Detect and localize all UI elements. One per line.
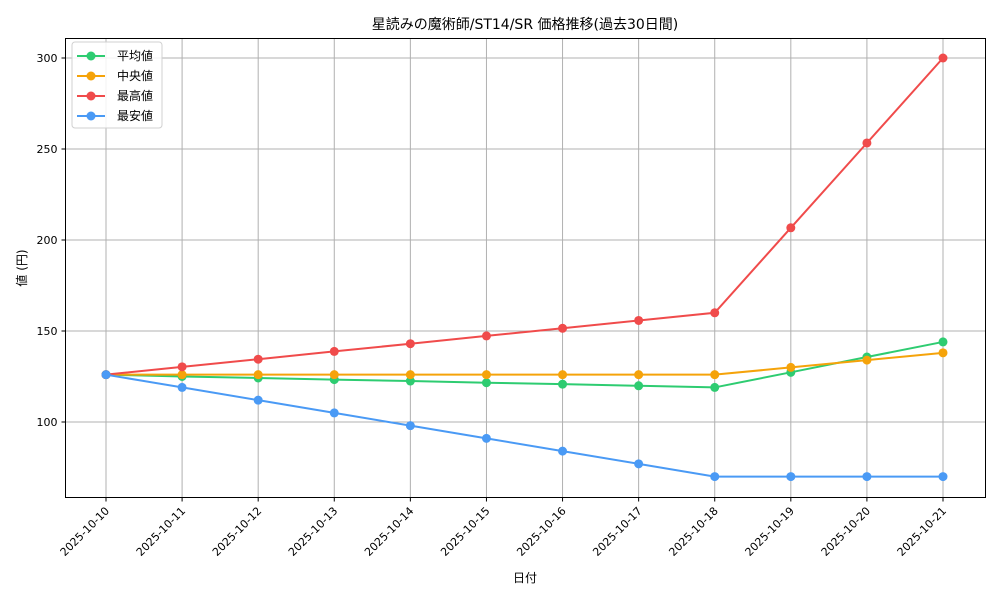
- x-tick-label: 2025-10-13: [286, 504, 340, 558]
- x-tick-label: 2025-10-16: [514, 504, 568, 558]
- series-line: [105, 373, 943, 478]
- data-point: [253, 395, 263, 405]
- x-tick-label: 2025-10-20: [819, 504, 873, 558]
- legend-marker-icon: [86, 111, 96, 121]
- data-point: [481, 331, 491, 341]
- data-point: [786, 223, 796, 233]
- x-axis-label: 日付: [513, 571, 537, 585]
- data-point: [177, 370, 187, 380]
- legend-item: 中央値: [77, 68, 153, 83]
- data-point: [786, 362, 796, 372]
- data-point: [710, 382, 720, 392]
- series-2: [101, 53, 948, 380]
- data-point: [710, 370, 720, 380]
- data-point: [938, 472, 948, 482]
- series-layer: [101, 53, 948, 482]
- series-line: [106, 351, 944, 376]
- data-point: [634, 459, 644, 469]
- legend-box: [71, 41, 163, 129]
- x-tick-label: 2025-10-17: [590, 504, 644, 558]
- x-axis: 2025-10-10 2025-10-11 2025-10-12 2025-10-13…: [58, 497, 949, 559]
- data-point: [862, 138, 872, 148]
- data-point: [938, 348, 948, 358]
- x-tick-label: 2025-10-19: [743, 504, 797, 558]
- y-tick-label: 100: [37, 416, 58, 429]
- data-point: [558, 323, 568, 333]
- data-point: [481, 378, 491, 388]
- plot-frame: [65, 38, 986, 498]
- series-1: [101, 348, 948, 380]
- series-line: [105, 340, 944, 389]
- data-point: [253, 354, 263, 364]
- x-tick-label: 2025-10-12: [210, 504, 264, 558]
- x-tick-label: 2025-10-10: [58, 504, 112, 558]
- legend-label: 中央値: [117, 68, 153, 83]
- legend-label: 最安値: [117, 108, 153, 123]
- y-tick-label: 300: [37, 52, 58, 65]
- data-point: [558, 379, 568, 389]
- data-point: [405, 370, 415, 380]
- data-point: [177, 382, 187, 392]
- data-point: [329, 408, 339, 418]
- data-point: [710, 472, 720, 482]
- y-tick-label: 200: [37, 234, 58, 247]
- data-point: [634, 315, 644, 325]
- data-point: [862, 472, 872, 482]
- data-point: [101, 370, 111, 380]
- data-point: [329, 370, 339, 380]
- data-point: [786, 472, 796, 482]
- data-point: [862, 355, 872, 365]
- data-point: [938, 337, 948, 347]
- data-point: [710, 308, 720, 318]
- data-point: [558, 446, 568, 456]
- legend-label: 平均値: [117, 48, 153, 63]
- legend-item: 最安値: [77, 108, 153, 123]
- data-point: [405, 376, 415, 386]
- y-axis-label: 値 (円): [14, 249, 29, 286]
- y-tick-label: 250: [37, 143, 58, 156]
- data-point: [938, 53, 948, 63]
- y-axis: 100 150 200 250 300: [37, 52, 66, 429]
- x-tick-label: 2025-10-18: [666, 504, 720, 558]
- data-point: [405, 339, 415, 349]
- chart-title: 星読みの魔術師/ST14/SR 価格推移(過去30日間): [372, 16, 679, 33]
- y-tick-label: 150: [37, 325, 58, 338]
- legend-marker-icon: [86, 51, 96, 61]
- x-tick-label: 2025-10-11: [134, 504, 188, 558]
- data-point: [481, 433, 491, 443]
- grid: [65, 38, 986, 498]
- legend-label: 最高値: [117, 88, 153, 103]
- data-point: [253, 370, 263, 380]
- data-point: [634, 381, 644, 391]
- x-tick-label: 2025-10-14: [362, 504, 416, 558]
- data-point: [558, 370, 568, 380]
- data-point: [634, 370, 644, 380]
- series-3: [101, 370, 948, 482]
- data-point: [481, 370, 491, 380]
- data-point: [405, 421, 415, 431]
- legend-item: 平均値: [77, 48, 153, 63]
- data-point: [329, 346, 339, 356]
- legend-item: 最高値: [77, 88, 153, 103]
- x-tick-label: 2025-10-21: [895, 504, 949, 558]
- x-tick-label: 2025-10-15: [438, 504, 492, 558]
- series-line: [105, 57, 944, 376]
- legend-marker-icon: [86, 71, 96, 81]
- legend-marker-icon: [86, 91, 96, 101]
- data-point: [177, 362, 187, 372]
